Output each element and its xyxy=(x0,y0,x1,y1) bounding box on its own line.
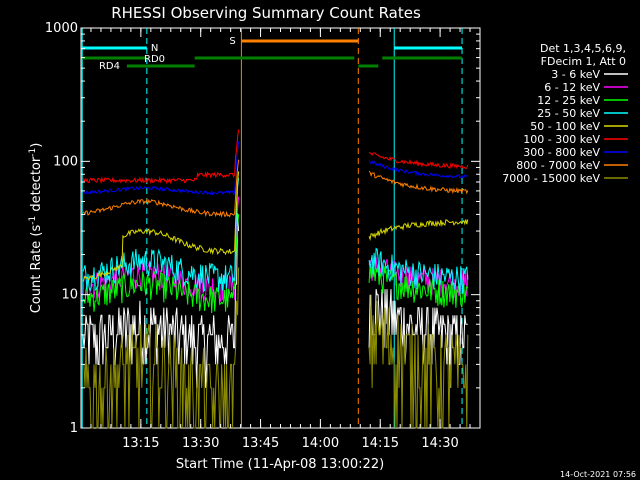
series-line xyxy=(368,294,469,429)
legend-entry-label: 3 - 6 keV xyxy=(551,68,600,81)
axes: 1 10 100 1000 13:15 13:30 13:45 14:00 14:15 14:30 xyxy=(45,21,481,451)
rd4-label: RD4 xyxy=(99,61,120,72)
series-line xyxy=(82,214,240,314)
legend: Det 1,3,4,5,6,9, FDecim 1, Att 0 3 - 6 k… xyxy=(502,42,628,185)
legend-entry-label: 6 - 12 keV xyxy=(544,81,600,94)
x-axis-label: Start Time (11-Apr-08 13:00:22) xyxy=(176,457,384,472)
x-tick-label: 13:15 xyxy=(122,436,159,451)
x-tick-label: 14:15 xyxy=(362,436,399,451)
y-tick-label: 1000 xyxy=(45,21,78,36)
legend-entry-label: 7000 - 15000 keV xyxy=(502,172,600,185)
x-tick-label: 14:30 xyxy=(421,436,458,451)
rd0-label: RD0 xyxy=(144,54,165,65)
legend-entry-label: 50 - 100 keV xyxy=(530,120,600,133)
legend-entry-label: 12 - 25 keV xyxy=(537,94,600,107)
legend-header-line-2: FDecim 1, Att 0 xyxy=(541,55,626,68)
series-line xyxy=(368,151,469,170)
legend-entry-label: 100 - 300 keV xyxy=(523,133,600,146)
x-tick-label: 13:30 xyxy=(182,436,219,451)
series-line xyxy=(82,171,240,282)
series-line xyxy=(368,263,469,308)
series-line xyxy=(83,267,240,429)
y-axis-label: Count Rate (s-1 detector-1) xyxy=(28,143,44,314)
x-tick-label: 14:00 xyxy=(302,436,339,451)
series-line xyxy=(82,212,240,388)
y-tick-label: 10 xyxy=(61,288,78,303)
legend-entry-label: 25 - 50 keV xyxy=(537,107,600,120)
series-line xyxy=(368,219,469,242)
timestamp: 14-Oct-2021 07:56 xyxy=(560,470,636,479)
series-line xyxy=(368,160,469,179)
night-label: N xyxy=(151,43,158,54)
legend-entry-label: 300 - 800 keV xyxy=(523,146,600,159)
legend-header-line-1: Det 1,3,4,5,6,9, xyxy=(540,42,626,55)
series-line xyxy=(82,178,240,293)
legend-entry-label: 800 - 7000 keV xyxy=(516,159,600,172)
x-tick-label: 13:45 xyxy=(242,436,279,451)
y-tick-label: 100 xyxy=(53,154,78,169)
y-tick-label: 1 xyxy=(70,421,78,436)
chart-title: RHESSI Observing Summary Count Rates xyxy=(111,4,421,22)
series-line xyxy=(82,141,240,196)
series-layer xyxy=(82,129,469,429)
series-line xyxy=(368,247,469,295)
saa-label: S xyxy=(229,36,235,47)
series-line xyxy=(368,170,469,195)
series-line xyxy=(82,129,240,185)
series-line xyxy=(82,159,240,218)
